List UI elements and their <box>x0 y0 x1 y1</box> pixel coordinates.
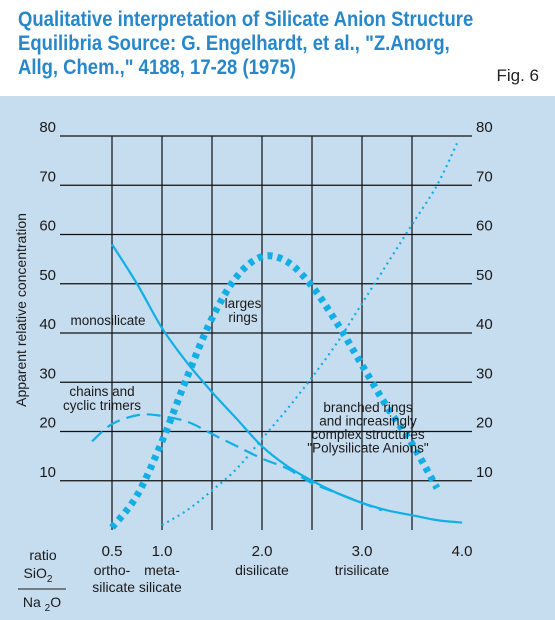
x-tick-3.0: 3.0 <box>352 543 373 560</box>
series-line-3 <box>161 142 458 527</box>
y-tick-left-70: 70 <box>39 168 56 185</box>
annotation-trimers-line-0: chains and <box>69 384 134 399</box>
y-tick-right-60: 60 <box>476 218 493 235</box>
ratio-denominator-base: Na <box>23 594 45 610</box>
annotation-monosilicate-line-0: monosilicate <box>70 313 145 328</box>
annotation-branched-line-0: branched rings <box>323 400 413 415</box>
header: Qualitative interpretation of Silicate A… <box>0 0 555 96</box>
y-axis-ticks: 10 20 30 40 50 60 70 80 10 20 30 40 50 60 70 80 <box>39 119 492 481</box>
annotation-trimers-line-1: cyclic trimers <box>63 398 141 413</box>
annotation-rings: larges rings <box>225 296 262 325</box>
y-tick-right-80: 80 <box>476 119 493 136</box>
title-line-1: Qualitative interpretation of Silicate A… <box>18 8 474 31</box>
ratio-denominator-sub: 2 <box>45 603 51 614</box>
annotation-monosilicate: monosilicate <box>70 313 145 328</box>
chart-annotations: monosilicate chains and cyclic trimers larg… <box>63 296 429 456</box>
silicate-chart: 10 20 30 40 50 60 70 80 10 20 30 40 50 60 70 80 0.5 orth… <box>13 119 493 614</box>
figure-label: Fig. 6 <box>496 66 539 85</box>
series-line-1 <box>91 413 383 512</box>
y-tick-left-80: 80 <box>39 119 56 136</box>
x-sub-3.0: trisilicate <box>335 562 390 578</box>
annotation-trimers: chains and cyclic trimers <box>63 384 141 413</box>
ratio-denominator-suffix: O <box>50 594 61 610</box>
series-line-0 <box>111 243 463 524</box>
annotation-branched-line-3: "Polysilicate Anions" <box>307 441 429 456</box>
y-tick-right-30: 30 <box>476 365 493 382</box>
ratio-numerator-sub: 2 <box>47 574 53 585</box>
x-sub-second-line: silicate silicate <box>92 579 182 595</box>
y-tick-right-50: 50 <box>476 267 493 284</box>
y-tick-right-10: 10 <box>476 464 493 481</box>
y-tick-left-30: 30 <box>39 365 56 382</box>
title-line-2: Equilibria Source: G. Engelhardt, et al.… <box>18 32 450 55</box>
y-tick-left-40: 40 <box>39 316 56 333</box>
y-tick-right-40: 40 <box>476 316 493 333</box>
y-tick-left-10: 10 <box>39 464 56 481</box>
y-axis-label: Apparent relative concentration <box>13 213 29 407</box>
page-title: Qualitative interpretation of Silicate A… <box>18 8 476 80</box>
chart-curves <box>91 142 463 530</box>
ratio-numerator: SiO2 <box>24 565 53 585</box>
annotation-branched-line-2: complex structures <box>311 427 425 442</box>
x-tick-2.0: 2.0 <box>252 543 273 560</box>
annotation-rings-line-0: larges <box>225 296 262 311</box>
x-sub-1.0: meta- <box>144 562 180 578</box>
y-tick-right-70: 70 <box>476 168 493 185</box>
x-tick-4.0: 4.0 <box>452 543 473 560</box>
annotation-branched-line-1: and increasingly <box>319 414 417 429</box>
x-axis-ticks: 0.5 ortho- 1.0 meta- 2.0 disilicate 3.0 trisili… <box>92 543 472 595</box>
x-sub-2.0: disilicate <box>235 562 289 578</box>
annotation-rings-line-1: rings <box>228 310 258 325</box>
x-tick-1.0: 1.0 <box>152 543 173 560</box>
y-tick-left-60: 60 <box>39 218 56 235</box>
annotation-branched: branched rings and increasingly complex st… <box>307 400 429 456</box>
y-tick-right-20: 20 <box>476 415 493 432</box>
title-line-3: Allg, Chem.," 4188, 17-28 (1975) <box>18 56 296 79</box>
y-tick-left-20: 20 <box>39 415 56 432</box>
ratio-numerator-base: SiO <box>24 565 47 581</box>
y-tick-left-50: 50 <box>39 267 56 284</box>
chart-grid <box>60 135 472 530</box>
ratio-denominator: Na 2O <box>23 594 61 614</box>
x-sub-0.5: ortho- <box>94 562 131 578</box>
ratio-label: ratio <box>29 547 56 563</box>
x-tick-0.5: 0.5 <box>102 543 123 560</box>
series-line-2 <box>109 252 441 530</box>
